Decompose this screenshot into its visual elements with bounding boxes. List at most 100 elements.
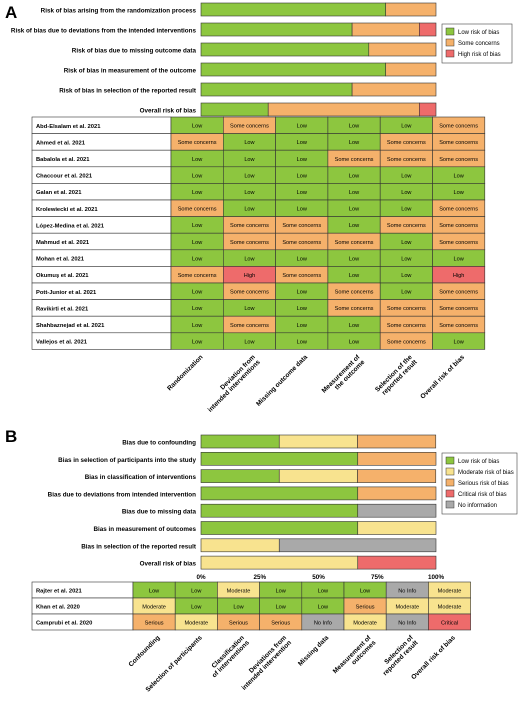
study-name: Galan et al. 2021 [36, 190, 82, 196]
domain-label-line: Overall risk of bias [419, 354, 466, 401]
rating-label: Some concerns [230, 323, 269, 329]
rating-label: Low [318, 588, 329, 594]
bar-segment-low [200, 486, 359, 501]
study-name: López-Medina et al. 2021 [36, 223, 105, 229]
rating-label: Some concerns [335, 290, 374, 296]
rating-label: Some concerns [178, 140, 217, 146]
rating-label: Moderate [184, 620, 208, 626]
study-name: Pott-Junior et al. 2021 [36, 290, 97, 296]
rating-label: Low [192, 190, 203, 196]
study-name: Abd-Elsalam et al. 2021 [36, 124, 101, 130]
legend-label: High risk of bias [458, 52, 501, 58]
domain-label-text: Measurement ofoutcomes [332, 634, 378, 680]
bar-segment-serious [357, 486, 437, 501]
rating-label: Low [454, 190, 465, 196]
rating-label: Serious [145, 620, 164, 626]
rating-label: No Info [398, 588, 416, 594]
bar-category-label: Bias due to missing data [122, 509, 197, 516]
rating-label: Low [401, 273, 412, 279]
legend-swatch-low [445, 27, 455, 36]
rating-label: Some concerns [282, 240, 321, 246]
rating-label: Low [401, 240, 412, 246]
bar-category-label: Overall risk of bias [140, 108, 197, 115]
domain-label: Selection of thereported result [374, 354, 419, 397]
rating-label: No Info [314, 620, 332, 626]
legend-swatch-serious [445, 478, 455, 487]
bar-segment-low [200, 42, 370, 57]
bar-segment-moderate [200, 538, 280, 553]
domain-label-text: Missing data [297, 634, 330, 667]
bar-category-label: Bias in classification of interventions [85, 474, 197, 481]
bar-segment-low [200, 22, 353, 37]
rating-label: Low [244, 157, 255, 163]
rating-label: Some concerns [230, 290, 269, 296]
bar-segment-low [200, 521, 359, 535]
rating-label: Some concerns [387, 223, 426, 229]
domain-label: Selection ofreported result [382, 634, 420, 677]
study-name: Shahbaznejad et al. 2021 [36, 323, 105, 329]
rating-label: Low [401, 256, 412, 262]
legend-label: Critical risk of bias [458, 492, 507, 498]
rating-label: Low [192, 256, 203, 262]
domain-label: Confounding [128, 634, 162, 668]
rating-label: Low [149, 588, 160, 594]
bar-category-label: Risk of bias arising from the randomizat… [41, 8, 197, 15]
rating-label: Low [244, 190, 255, 196]
rating-label: Moderate [353, 620, 377, 626]
panel-label: B [5, 427, 17, 446]
rating-label: Some concerns [439, 323, 478, 329]
rating-label: No Info [398, 620, 416, 626]
rating-label: Some concerns [387, 306, 426, 312]
domain-label-text: Measurement ofthe outcome [321, 353, 367, 399]
bar-segment-high [419, 102, 437, 117]
x-tick-label: 100% [428, 574, 445, 581]
rating-label: Low [349, 140, 360, 146]
rating-label: Low [297, 207, 308, 213]
bar-segment-moderate [357, 521, 437, 535]
rating-cell-critical [428, 613, 471, 631]
rating-label: Low [349, 190, 360, 196]
study-name: Camprubi et al. 2020 [36, 621, 92, 627]
bar-segment-some [368, 42, 437, 57]
rating-label: Some concerns [387, 140, 426, 146]
rating-label: Some concerns [335, 306, 374, 312]
rating-label: Low [244, 173, 255, 179]
rating-label: Some concerns [439, 140, 478, 146]
bar-segment-some [351, 82, 437, 97]
rating-label: Low [360, 588, 371, 594]
rating-label: Some concerns [230, 223, 269, 229]
x-tick-label: 25% [253, 574, 266, 581]
domain-label-line: Confounding [128, 634, 162, 668]
bar-segment-serious [357, 451, 437, 466]
rating-label: Moderate [395, 604, 419, 610]
domain-label: Overall risk of bias [410, 634, 457, 681]
rating-label: Serious [356, 604, 375, 610]
bar-category-label: Risk of bias in measurement of the outco… [64, 68, 197, 75]
study-name: Vallejos et al. 2021 [36, 340, 88, 346]
legend-label: Some concerns [458, 41, 500, 47]
rating-label: Some concerns [387, 323, 426, 329]
legend-label: Low risk of bias [458, 459, 499, 465]
bar-category-label: Risk of bias due to deviations from the … [11, 28, 197, 35]
rating-label: Some concerns [439, 207, 478, 213]
domain-label: Measurement ofthe outcome [321, 353, 367, 399]
rating-label: Low [244, 339, 255, 345]
study-name: Mohan et al. 2021 [36, 257, 85, 263]
legend-box [441, 452, 518, 515]
rating-label: Moderate [438, 588, 462, 594]
bar-segment-some [351, 22, 420, 37]
study-name: Ravikirti et al. 2021 [36, 306, 89, 312]
rating-label: Some concerns [439, 240, 478, 246]
legend-label: Moderate risk of bias [458, 470, 514, 476]
x-tick-label: 50% [312, 574, 325, 581]
bar-segment-low [200, 434, 280, 449]
legend-swatch-low [445, 456, 455, 465]
study-name: Babalola et al. 2021 [36, 157, 90, 163]
rating-label: Low [297, 140, 308, 146]
rating-label: High [244, 273, 256, 279]
rating-label: Low [233, 604, 244, 610]
domain-label-line: Missing data [297, 634, 330, 667]
bar-segment-low [200, 102, 269, 117]
study-name: Okumuş et al. 2021 [36, 273, 89, 279]
bar-segment-moderate [278, 434, 358, 449]
